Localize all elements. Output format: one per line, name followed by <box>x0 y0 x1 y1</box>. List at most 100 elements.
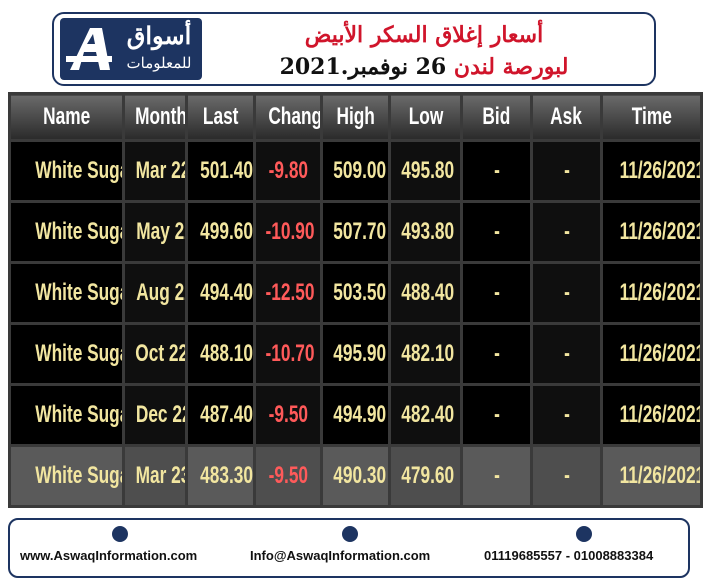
subtitle-date: 26 نوفمبر.2021 <box>279 54 447 80</box>
table-cell: - <box>460 383 533 447</box>
cell-text: 509.00 <box>333 157 387 184</box>
cell-text: May 22 <box>136 218 185 245</box>
cell-text: - <box>493 279 500 306</box>
email-icon <box>342 526 358 542</box>
logo-name: أسواق <box>126 23 192 50</box>
column-header: Last <box>185 92 256 142</box>
table-row: White Sugar #5 Mar 22 501.40s -9.80 509.00 49… <box>8 139 703 203</box>
table-cell: -9.50 <box>253 383 323 447</box>
cell-text: -12.50 <box>265 279 315 306</box>
table-cell: 490.30 <box>320 444 391 508</box>
phone-icon <box>576 526 592 542</box>
cell-text: - <box>563 462 570 489</box>
column-header: High <box>320 92 391 142</box>
table-cell: 483.30s <box>185 444 256 508</box>
table-cell: -9.80 <box>253 139 323 203</box>
table-cell: 495.80 <box>388 139 463 203</box>
table-cell: 488.40 <box>388 261 463 325</box>
column-header-text: High <box>336 103 375 130</box>
cell-text: - <box>493 340 500 367</box>
table-cell: Aug 22 <box>122 261 188 325</box>
table-row: White Sugar #5 Dec 22 487.40s -9.50 494.90 48… <box>8 383 703 447</box>
column-header: Bid <box>460 92 533 142</box>
table-cell: Mar 23 <box>122 444 188 508</box>
table-cell: - <box>530 383 603 447</box>
website: www.AswaqInformation.com <box>20 548 198 563</box>
table-cell: 488.10s <box>185 322 256 386</box>
table-row: White Sugar #5 Mar 23 483.30s -9.50 490.30 47… <box>8 444 703 508</box>
cell-text: 487.40s <box>200 401 253 428</box>
logo-tagline: للمعلومات <box>126 55 192 72</box>
cell-text: White Sugar #5 <box>35 340 120 367</box>
cell-text: 494.40s <box>200 279 253 306</box>
table-cell: -10.90 <box>253 200 323 264</box>
table-cell: - <box>460 200 533 264</box>
logo: أسواق للمعلومات <box>60 18 202 80</box>
cell-text: 482.40 <box>401 401 455 428</box>
cell-text: 482.10 <box>401 340 455 367</box>
table-cell: 499.60s <box>185 200 256 264</box>
cell-text: - <box>563 401 570 428</box>
table-cell: White Sugar #5 <box>8 444 125 508</box>
cell-text: - <box>563 218 570 245</box>
cell-text: 479.60 <box>401 462 455 489</box>
cell-text: -9.50 <box>268 462 308 489</box>
table-cell: - <box>530 261 603 325</box>
table-cell: 495.90 <box>320 322 391 386</box>
table-cell: 479.60 <box>388 444 463 508</box>
table-row: White Sugar #5 May 22 499.60s -10.90 507.70 4… <box>8 200 703 264</box>
cell-text: 11/26/2021 <box>619 401 702 428</box>
table-cell: Oct 22 <box>122 322 188 386</box>
column-header-text: Change <box>268 103 322 130</box>
cell-text: - <box>493 218 500 245</box>
cell-text: - <box>563 279 570 306</box>
table-cell: 494.40s <box>185 261 256 325</box>
column-header-text: Last <box>202 103 239 130</box>
table-cell: 487.40s <box>185 383 256 447</box>
table-cell: 503.50 <box>320 261 391 325</box>
table-cell: 11/26/2021 <box>600 444 703 508</box>
table-cell: - <box>460 322 533 386</box>
column-header-text: Bid <box>482 103 511 130</box>
table-cell: - <box>460 139 533 203</box>
table-cell: - <box>530 139 603 203</box>
table-cell: - <box>530 444 603 508</box>
table-cell: 482.40 <box>388 383 463 447</box>
table-row: White Sugar #5 Oct 22 488.10s -10.70 495.90 4… <box>8 322 703 386</box>
cell-text: 499.60s <box>200 218 253 245</box>
email: Info@AswaqInformation.com <box>250 548 431 563</box>
column-header-text: Name <box>42 103 91 130</box>
footer: www.AswaqInformation.com Info@AswaqInfor… <box>8 518 690 578</box>
table-cell: 501.40s <box>185 139 256 203</box>
cell-text: 488.40 <box>401 279 455 306</box>
cell-text: 495.90 <box>333 340 387 367</box>
table-cell: White Sugar #5 <box>8 383 125 447</box>
table-cell: White Sugar #5 <box>8 322 125 386</box>
cell-text: 507.70 <box>333 218 387 245</box>
table-cell: 509.00 <box>320 139 391 203</box>
header-row: Name Month Last Change High Low Bid Ask Time <box>8 92 703 142</box>
cell-text: - <box>493 462 500 489</box>
column-header-text: Low <box>408 103 443 130</box>
table-cell: Dec 22 <box>122 383 188 447</box>
column-header-text: Month <box>135 103 187 130</box>
cell-text: White Sugar #5 <box>35 218 120 245</box>
cell-text: -10.90 <box>265 218 315 245</box>
table-cell: 493.80 <box>388 200 463 264</box>
cell-text: - <box>493 157 500 184</box>
title: أسعار إغلاق السكر الأبيض <box>304 22 544 48</box>
table-cell: 11/26/2021 <box>600 139 703 203</box>
cell-text: Aug 22 <box>136 279 185 306</box>
cell-text: Mar 22 <box>135 157 187 184</box>
table-cell: 482.10 <box>388 322 463 386</box>
cell-text: 11/26/2021 <box>619 157 702 184</box>
column-header-text: Ask <box>550 103 583 130</box>
cell-text: -9.80 <box>268 157 308 184</box>
cell-text: - <box>493 401 500 428</box>
cell-text: Mar 23 <box>135 462 187 489</box>
cell-text: Dec 22 <box>135 401 187 428</box>
table-cell: - <box>530 322 603 386</box>
table-cell: 11/26/2021 <box>600 322 703 386</box>
column-header: Month <box>122 92 188 142</box>
table-cell: 494.90 <box>320 383 391 447</box>
